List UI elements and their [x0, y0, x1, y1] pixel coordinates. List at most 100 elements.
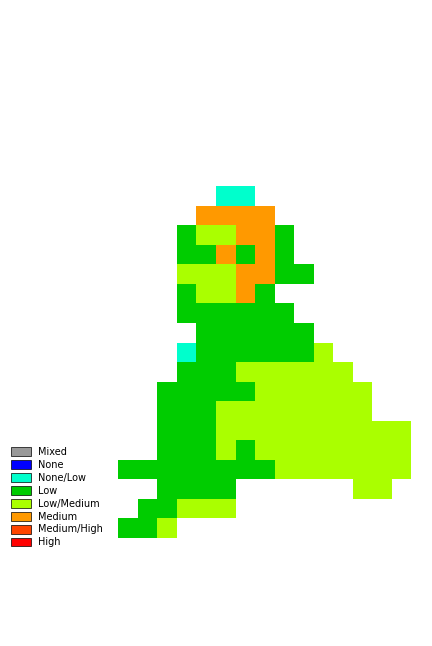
Bar	[216, 225, 235, 245]
Bar	[118, 459, 138, 479]
Bar	[333, 382, 353, 401]
Bar	[216, 245, 235, 264]
Bar	[177, 342, 197, 362]
Bar	[197, 264, 216, 284]
Bar	[274, 245, 294, 264]
Bar	[216, 304, 235, 323]
Bar	[216, 264, 235, 284]
Bar	[314, 362, 333, 382]
Legend: Mixed, None, None/Low, Low, Low/Medium, Medium, Medium/High, High: Mixed, None, None/Low, Low, Low/Medium, …	[6, 442, 108, 552]
Bar	[391, 421, 411, 440]
Bar	[333, 401, 353, 421]
Bar	[216, 479, 235, 499]
Bar	[177, 264, 197, 284]
Bar	[197, 401, 216, 421]
Bar	[294, 342, 314, 362]
Bar	[158, 401, 177, 421]
Bar	[274, 440, 294, 459]
Bar	[158, 459, 177, 479]
Bar	[177, 362, 197, 382]
Bar	[158, 382, 177, 401]
Bar	[235, 459, 255, 479]
Bar	[197, 284, 216, 304]
Bar	[372, 459, 391, 479]
Bar	[216, 342, 235, 362]
Bar	[216, 440, 235, 459]
Bar	[197, 225, 216, 245]
Bar	[314, 440, 333, 459]
Bar	[294, 401, 314, 421]
Bar	[158, 479, 177, 499]
Bar	[314, 382, 333, 401]
Bar	[274, 225, 294, 245]
Bar	[158, 421, 177, 440]
Bar	[314, 421, 333, 440]
Bar	[314, 401, 333, 421]
Bar	[197, 323, 216, 342]
Bar	[197, 421, 216, 440]
Bar	[177, 499, 197, 518]
Bar	[197, 440, 216, 459]
Bar	[197, 245, 216, 264]
Bar	[372, 421, 391, 440]
Bar	[274, 362, 294, 382]
Bar	[274, 323, 294, 342]
Bar	[235, 440, 255, 459]
Bar	[353, 440, 372, 459]
Bar	[353, 479, 372, 499]
Bar	[158, 499, 177, 518]
Bar	[274, 459, 294, 479]
Bar	[294, 421, 314, 440]
Bar	[333, 362, 353, 382]
Bar	[235, 284, 255, 304]
Bar	[353, 382, 372, 401]
Bar	[235, 323, 255, 342]
Bar	[138, 499, 158, 518]
Bar	[255, 401, 274, 421]
Bar	[255, 206, 274, 225]
Bar	[333, 421, 353, 440]
Bar	[274, 421, 294, 440]
Bar	[177, 459, 197, 479]
Bar	[255, 225, 274, 245]
Bar	[391, 440, 411, 459]
Bar	[255, 459, 274, 479]
Bar	[177, 284, 197, 304]
Bar	[235, 206, 255, 225]
Bar	[235, 264, 255, 284]
Bar	[255, 421, 274, 440]
Bar	[216, 323, 235, 342]
Bar	[216, 206, 235, 225]
Bar	[216, 187, 235, 206]
Bar	[391, 459, 411, 479]
Bar	[294, 459, 314, 479]
Bar	[118, 518, 138, 537]
Bar	[255, 323, 274, 342]
Bar	[274, 304, 294, 323]
Bar	[197, 342, 216, 362]
Bar	[158, 440, 177, 459]
Bar	[177, 225, 197, 245]
Bar	[216, 401, 235, 421]
Bar	[197, 382, 216, 401]
Bar	[216, 459, 235, 479]
Bar	[294, 440, 314, 459]
Bar	[197, 499, 216, 518]
Bar	[294, 323, 314, 342]
Bar	[138, 459, 158, 479]
Bar	[274, 264, 294, 284]
Bar	[274, 342, 294, 362]
Bar	[255, 362, 274, 382]
Bar	[255, 264, 274, 284]
Bar	[353, 401, 372, 421]
Bar	[255, 245, 274, 264]
Bar	[255, 284, 274, 304]
Bar	[177, 382, 197, 401]
Bar	[235, 245, 255, 264]
Bar	[353, 421, 372, 440]
Bar	[216, 362, 235, 382]
Bar	[138, 518, 158, 537]
Bar	[294, 362, 314, 382]
Bar	[294, 264, 314, 284]
Bar	[197, 206, 216, 225]
